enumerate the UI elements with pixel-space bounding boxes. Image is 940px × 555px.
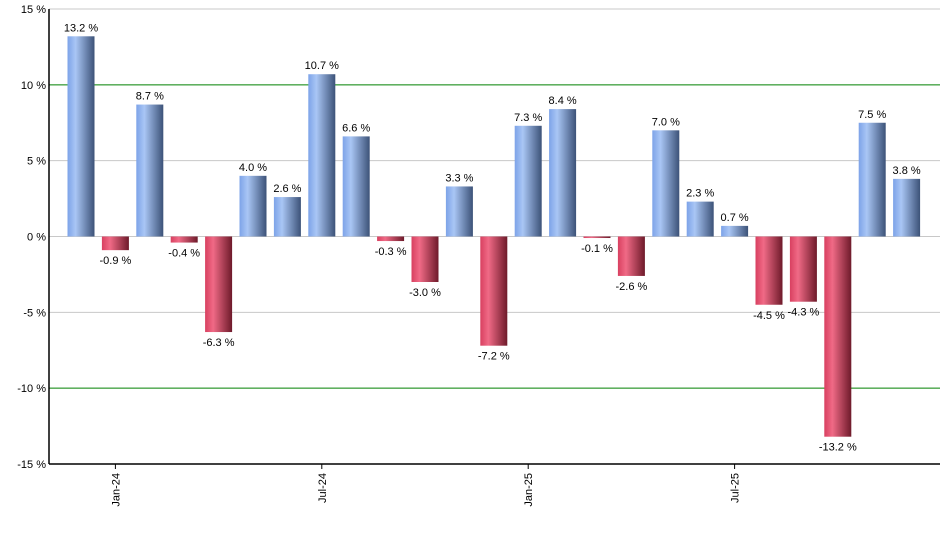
data-label: 7.3 % bbox=[514, 112, 542, 124]
data-label: -6.3 % bbox=[203, 337, 235, 349]
x-tick-label: Jul-24 bbox=[317, 473, 329, 503]
bar-Oct-24 bbox=[411, 236, 439, 282]
y-tick-label: 5 % bbox=[27, 156, 46, 168]
y-tick-label: -10 % bbox=[17, 383, 46, 395]
bar-Nov-24 bbox=[445, 186, 473, 237]
data-label: -0.9 % bbox=[100, 255, 132, 267]
data-label: -7.2 % bbox=[478, 351, 510, 363]
data-label: 4.0 % bbox=[239, 162, 267, 174]
data-label: 7.5 % bbox=[858, 109, 886, 121]
data-label: 10.7 % bbox=[305, 60, 339, 72]
bar-Aug-25 bbox=[755, 236, 783, 305]
data-label: -4.3 % bbox=[788, 307, 820, 319]
x-tick-label: Jul-25 bbox=[730, 473, 742, 503]
y-tick-label: 0 % bbox=[27, 232, 46, 244]
bar-Jan-24 bbox=[101, 236, 129, 251]
data-label: -2.6 % bbox=[616, 281, 648, 293]
bar-Jul-24 bbox=[308, 74, 336, 237]
bar-Jun-25 bbox=[686, 201, 714, 237]
data-label: 6.6 % bbox=[342, 122, 370, 134]
bar-Mar-25 bbox=[583, 236, 611, 239]
data-label: 2.6 % bbox=[273, 183, 301, 195]
bar-Jul-25 bbox=[721, 225, 749, 237]
data-label: -0.4 % bbox=[168, 248, 200, 260]
data-label: -3.0 % bbox=[409, 287, 441, 299]
y-tick-label: 10 % bbox=[21, 80, 46, 92]
bar-May-24 bbox=[239, 175, 267, 237]
data-label: -13.2 % bbox=[819, 442, 857, 454]
bar-Nov-25 bbox=[858, 122, 886, 237]
data-label: 8.4 % bbox=[549, 95, 577, 107]
bar-Apr-25 bbox=[617, 236, 645, 276]
data-label: -0.3 % bbox=[375, 246, 407, 258]
data-label: 13.2 % bbox=[64, 22, 98, 34]
data-label: 3.8 % bbox=[893, 165, 921, 177]
data-label: -0.1 % bbox=[581, 243, 613, 255]
bar-Aug-24 bbox=[342, 136, 370, 237]
bar-Sep-25 bbox=[789, 236, 817, 302]
x-tick-label: Jan-24 bbox=[110, 473, 122, 507]
bar-Mar-24 bbox=[170, 236, 198, 243]
data-label: -4.5 % bbox=[753, 310, 785, 322]
data-label: 2.3 % bbox=[686, 188, 714, 200]
bar-Feb-25 bbox=[549, 109, 577, 237]
bar-Apr-24 bbox=[205, 236, 233, 333]
bar-Dec-25 bbox=[893, 178, 921, 237]
bar-Dec-24 bbox=[480, 236, 508, 346]
bar-Jun-24 bbox=[273, 197, 301, 237]
x-tick-label: Jan-25 bbox=[523, 473, 535, 507]
bar-Jan-25 bbox=[514, 125, 542, 237]
data-label: 3.3 % bbox=[445, 172, 473, 184]
y-tick-label: 15 % bbox=[21, 4, 46, 16]
y-tick-label: -15 % bbox=[17, 459, 46, 471]
bar-Feb-24 bbox=[136, 104, 164, 237]
bar-Sep-24 bbox=[377, 236, 405, 242]
data-label: 8.7 % bbox=[136, 91, 164, 103]
data-label: 7.0 % bbox=[652, 116, 680, 128]
y-tick-label: -5 % bbox=[23, 307, 46, 319]
bar-Dec-23 bbox=[67, 36, 95, 237]
bar-May-25 bbox=[652, 130, 680, 237]
data-label: 0.7 % bbox=[721, 212, 749, 224]
bar-Oct-25 bbox=[824, 236, 852, 437]
